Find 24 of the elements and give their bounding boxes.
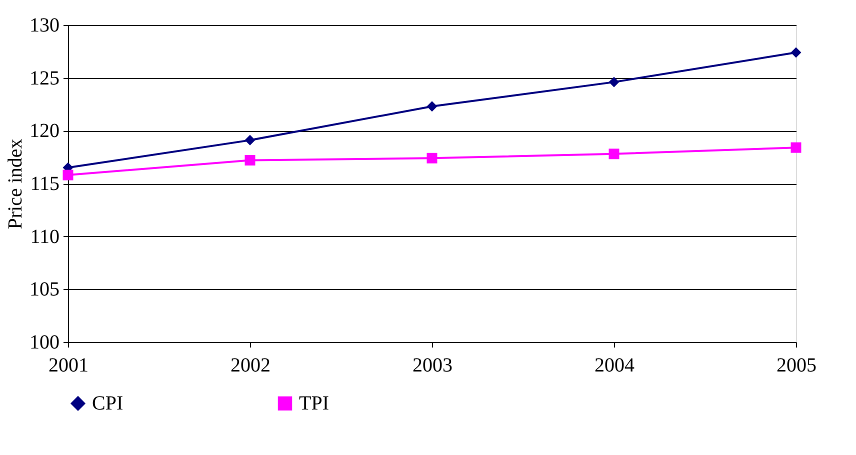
y-tick-label: 115 [30, 173, 60, 195]
point [426, 152, 438, 164]
x-tick-label: 2003 [412, 354, 452, 376]
point [608, 148, 620, 160]
point [244, 134, 256, 146]
y-tick-label: 120 [30, 120, 60, 142]
point [608, 76, 620, 88]
y-tick-label: 130 [30, 14, 60, 36]
point [426, 101, 438, 112]
point [244, 155, 256, 166]
y-tick-label: 110 [30, 226, 60, 248]
y-tick-label: 105 [30, 278, 60, 301]
legend-label: CPI [92, 392, 124, 414]
x-tick-label: 2002 [230, 354, 270, 376]
point [790, 47, 802, 58]
point [790, 142, 802, 153]
y-tick-label: 125 [30, 67, 60, 90]
point [62, 170, 74, 180]
y-tick-label: 100 [30, 332, 60, 354]
x-tick-label: 2005 [776, 354, 816, 376]
y-axis-title: Price index [4, 138, 26, 230]
x-tick-label: 2004 [594, 354, 634, 376]
legend-label: TPI [299, 392, 329, 414]
x-tick-label: 2001 [48, 354, 88, 376]
